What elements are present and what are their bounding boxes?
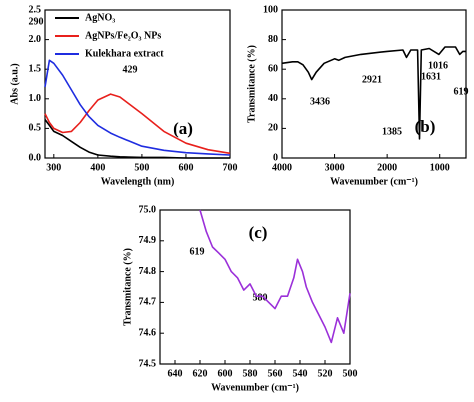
y-tick-label: 1.0 xyxy=(29,93,42,104)
series-line xyxy=(281,46,466,140)
y-axis-label: Transmitance (%) xyxy=(246,45,257,123)
y-tick-label: 0 xyxy=(273,152,278,163)
x-tick-label: 300 xyxy=(46,162,61,173)
x-tick-label: 3000 xyxy=(325,162,345,173)
annotation: 1385 xyxy=(382,126,402,137)
annotation: (b) xyxy=(415,117,436,136)
x-tick-label: 520 xyxy=(318,368,333,379)
x-tick-label: 700 xyxy=(223,162,238,173)
x-tick-label: 640 xyxy=(168,368,183,379)
x-tick-label: 620 xyxy=(193,368,208,379)
legend-label: AgNPs/Fe₂O₃ NPs xyxy=(85,30,161,41)
annotation: 2921 xyxy=(362,74,382,85)
legend-label: Kulekhara extract xyxy=(85,48,164,59)
x-tick-label: 600 xyxy=(218,368,233,379)
x-axis-label: Wavelength (nm) xyxy=(101,176,175,187)
x-tick-label: 4000 xyxy=(272,162,292,173)
series-line xyxy=(44,59,231,156)
y-tick-label: 100 xyxy=(263,4,278,15)
x-tick-label: 500 xyxy=(343,368,358,379)
y-tick-label: 74.7 xyxy=(139,297,157,308)
x-tick-label: 540 xyxy=(293,368,308,379)
x-tick-label: 560 xyxy=(268,368,283,379)
series-line xyxy=(199,209,351,344)
x-tick-label: 580 xyxy=(243,368,258,379)
annotation: 3436 xyxy=(310,96,330,107)
x-axis-label: Wavenumber (cm⁻¹) xyxy=(330,176,418,187)
x-tick-label: 400 xyxy=(90,162,105,173)
annotation: (a) xyxy=(173,119,193,138)
y-tick-label: 20 xyxy=(268,123,278,134)
annotation: 619 xyxy=(190,246,205,257)
y-tick-label: 2.0 xyxy=(29,34,42,45)
y-axis-label: Abs (a.u.) xyxy=(9,63,20,104)
annotation: (c) xyxy=(249,223,268,242)
series-line xyxy=(44,119,230,159)
x-tick-label: 600 xyxy=(178,162,193,173)
y-tick-label: 74.9 xyxy=(139,235,157,246)
legend-label: AgNO₃ xyxy=(85,12,115,23)
y-tick-label: 0.5 xyxy=(29,123,42,134)
annotation: 1631 xyxy=(421,71,441,82)
plot-frame xyxy=(159,209,351,365)
x-tick-label: 500 xyxy=(134,162,149,173)
x-tick-label: 2000 xyxy=(377,162,397,173)
x-axis-label: Wavenumber (cm⁻¹) xyxy=(211,382,299,393)
y-tick-label: 74.5 xyxy=(139,358,157,369)
y-tick-label: 80 xyxy=(268,34,278,45)
y-tick-label: 60 xyxy=(268,63,278,74)
annotation: 290 xyxy=(29,16,44,27)
y-tick-label: 2.5 xyxy=(29,4,42,15)
y-tick-label: 74.6 xyxy=(139,327,157,338)
y-tick-label: 74.8 xyxy=(139,266,157,277)
annotation: 619 xyxy=(454,86,469,97)
plot-frame xyxy=(281,9,467,159)
y-tick-label: 1.5 xyxy=(29,63,42,74)
y-tick-label: 40 xyxy=(268,93,278,104)
series-line xyxy=(44,93,231,155)
y-tick-label: 0.0 xyxy=(29,152,42,163)
y-axis-label: Transmitance (%) xyxy=(122,248,133,326)
annotation: 580 xyxy=(253,292,268,303)
annotation: 429 xyxy=(123,64,138,75)
y-tick-label: 75.0 xyxy=(139,204,157,215)
x-tick-label: 1000 xyxy=(430,162,450,173)
annotation: 1016 xyxy=(428,60,448,71)
